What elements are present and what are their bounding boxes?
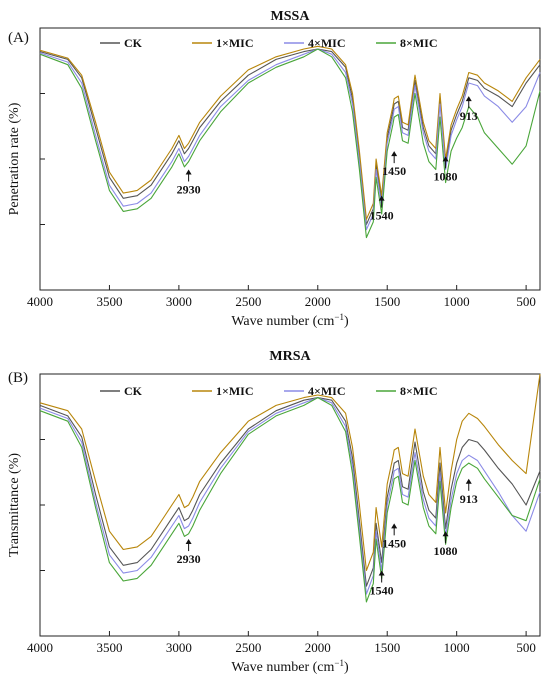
chart-panel-2: MRSA (B) 4000 3500 3000 2500 2000 1500 1000 500 Wa…: [7, 349, 541, 675]
annotation-label: 2930: [177, 182, 201, 196]
annotation-arrowhead: [442, 156, 449, 162]
series-line-8mic: [39, 397, 541, 603]
series-line-ck: [39, 48, 541, 226]
x-axis-label-end: ): [344, 314, 349, 329]
y-axis-label: Penetration rate (%): [7, 102, 22, 215]
x-axis-label: Wave number (cm−1): [231, 658, 349, 675]
chart-panel-1: MSSA (A) 4000 3500 3000 2500 2000 1500 1000 500 Wa…: [7, 9, 541, 329]
x-axis-label-main: Wave number (cm: [231, 660, 334, 675]
x-tick-label: 500: [516, 294, 536, 309]
x-tick-label: 3500: [96, 294, 122, 309]
annotation-label: 1450: [382, 536, 406, 550]
x-tick-label: 4000: [27, 640, 53, 655]
x-tick-label: 2500: [235, 294, 261, 309]
x-tick-label: 2000: [305, 640, 331, 655]
x-tick-label: 1000: [444, 294, 470, 309]
annotation-arrowhead: [391, 523, 398, 529]
series-line-1mic: [39, 373, 541, 572]
x-axis-label-main: Wave number (cm: [231, 314, 334, 329]
series-line-8mic: [39, 48, 541, 239]
plot-frame: [39, 27, 541, 291]
annotation-label: 1540: [370, 209, 394, 223]
annotation-arrowhead: [442, 531, 449, 537]
series-line-ck: [39, 397, 541, 587]
panel-label: (A): [8, 30, 29, 46]
x-tick-label: 2500: [235, 640, 261, 655]
annotation-label: 1540: [370, 584, 394, 598]
x-tick-label: 1000: [444, 640, 470, 655]
annotation-arrowhead: [185, 169, 192, 175]
series-line-4mic: [39, 48, 541, 231]
annotation-label: 1080: [434, 169, 458, 183]
x-tick-label: 2000: [305, 294, 331, 309]
x-axis-label: Wave number (cm−1): [231, 312, 349, 329]
x-tick-label: 1500: [374, 640, 400, 655]
chart-title: MSSA: [271, 9, 311, 24]
annotation-arrowhead: [378, 570, 385, 576]
series-line-4mic: [39, 397, 541, 595]
annotation-arrowhead: [465, 96, 472, 102]
annotation-arrowhead: [465, 478, 472, 484]
legend-label: 8×MIC: [400, 384, 438, 398]
x-axis-label-sup: −1: [334, 312, 344, 322]
panel-label: (B): [8, 370, 28, 386]
x-axis-label-sup: −1: [334, 658, 344, 668]
x-tick-label: 500: [516, 640, 536, 655]
legend-label: CK: [124, 36, 143, 50]
annotation-arrowhead: [391, 151, 398, 157]
y-axis-label: Transmittance (%): [7, 453, 22, 557]
legend-label: 4×MIC: [308, 384, 346, 398]
chart-title: MRSA: [269, 349, 311, 364]
x-tick-label: 3000: [166, 294, 192, 309]
x-tick-label: 3000: [166, 640, 192, 655]
x-tick-label: 3500: [96, 640, 122, 655]
x-axis-label-end: ): [344, 660, 349, 675]
annotation-arrowhead: [185, 539, 192, 545]
annotation-arrowhead: [378, 195, 385, 201]
legend-label: 1×MIC: [216, 36, 254, 50]
annotation-label: 913: [460, 109, 478, 123]
annotation-label: 1080: [434, 544, 458, 558]
legend-label: 8×MIC: [400, 36, 438, 50]
x-tick-label: 4000: [27, 294, 53, 309]
annotation-label: 2930: [177, 552, 201, 566]
legend-label: 1×MIC: [216, 384, 254, 398]
annotation-label: 913: [460, 492, 478, 506]
annotation-label: 1450: [382, 164, 406, 178]
x-tick-label: 1500: [374, 294, 400, 309]
series-line-1mic: [39, 45, 541, 220]
legend-label: CK: [124, 384, 143, 398]
legend-label: 4×MIC: [308, 36, 346, 50]
